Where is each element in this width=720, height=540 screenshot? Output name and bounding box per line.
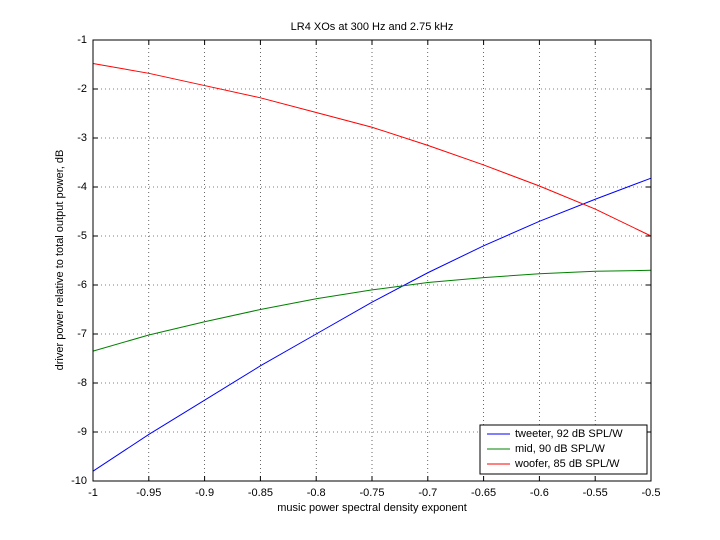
legend-label: mid, 90 dB SPL/W [515,443,605,455]
data-line [92,63,652,237]
x-tick-label: -0.65 [471,487,496,499]
y-tick-label: -1 [77,34,87,46]
y-tick-label: -3 [77,132,87,144]
legend-label: woofer, 85 dB SPL/W [514,458,620,470]
x-tick-label: -0.75 [359,487,384,499]
data-line [92,269,652,352]
plot-frame [92,39,652,482]
x-tick-label: -0.8 [307,487,326,499]
x-tick-label: -0.7 [418,487,437,499]
y-axis-label: driver power relative to total output po… [54,150,66,371]
legend: tweeter, 92 dB SPL/W mid, 90 dB SPL/W woof… [479,424,648,475]
x-tick-label: -0.95 [136,487,161,499]
x-tick-label: -0.5 [642,487,661,499]
x-tick-label: -1 [88,487,98,499]
x-tick-label: -0.85 [248,487,273,499]
y-tick-label: -5 [77,230,87,242]
y-tick-label: -10 [71,475,87,487]
y-tick-label: -2 [77,83,87,95]
x-tick-label: -0.55 [583,487,608,499]
legend-label: tweeter, 92 dB SPL/W [515,428,623,440]
x-axis-label: music power spectral density exponent [277,502,467,514]
y-tick-label: -9 [77,426,87,438]
y-tick-label: -4 [77,181,87,193]
data-line [92,177,652,472]
chart-title: LR4 XOs at 300 Hz and 2.75 kHz [291,21,454,33]
y-tick-label: -6 [77,279,87,291]
x-tick-label: -0.6 [530,487,549,499]
x-tick-label: -0.9 [195,487,214,499]
y-tick-label: -7 [77,328,87,340]
y-tick-label: -8 [77,377,87,389]
